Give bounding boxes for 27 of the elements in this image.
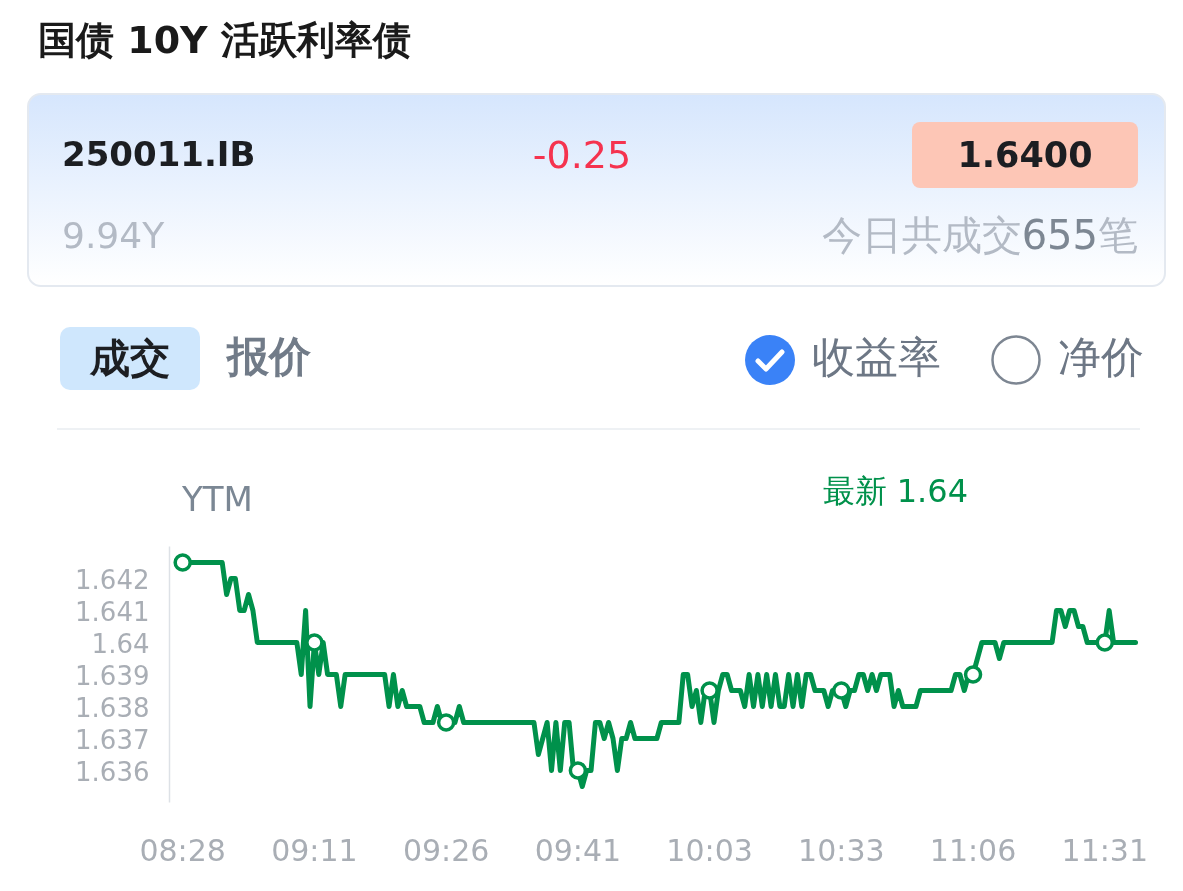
x-tick-label: 09:26	[402, 832, 490, 868]
x-tick-label: 09:11	[271, 832, 358, 868]
y-axis-title: YTM	[182, 479, 253, 519]
tab-selected: 成交	[60, 327, 200, 390]
text: 今日共成交655笔	[821, 211, 1138, 259]
text: -0.25	[532, 133, 632, 178]
x-tick-label: 11:06	[929, 832, 1017, 868]
y-tick-label: 1.641	[75, 596, 150, 627]
text: 9.94Y	[62, 214, 165, 257]
text: 250011.IB	[62, 134, 256, 174]
x-tick-label: 10:33	[798, 832, 885, 868]
text: 收益率	[812, 332, 941, 383]
text: 净价	[1058, 332, 1144, 383]
y-tick-label: 1.64	[91, 628, 150, 659]
chart-title: 国债 10Y 活跃利率债	[38, 18, 411, 63]
x-tick-label: 10:03	[666, 832, 753, 868]
y-tick-label: 1.638	[75, 692, 150, 723]
y-tick-label: 1.637	[75, 724, 150, 755]
text: 报价	[227, 332, 311, 382]
badge: 1.6400	[912, 122, 1138, 188]
x-tick-label: 08:28	[139, 832, 226, 868]
x-tick-label: 11:31	[1061, 832, 1149, 868]
x-tick-label: 09:41	[534, 832, 622, 868]
y-tick-label: 1.642	[75, 564, 150, 595]
text: 最新 1.64	[822, 472, 968, 510]
y-tick-label: 1.639	[75, 660, 150, 691]
y-tick-label: 1.636	[75, 756, 150, 787]
